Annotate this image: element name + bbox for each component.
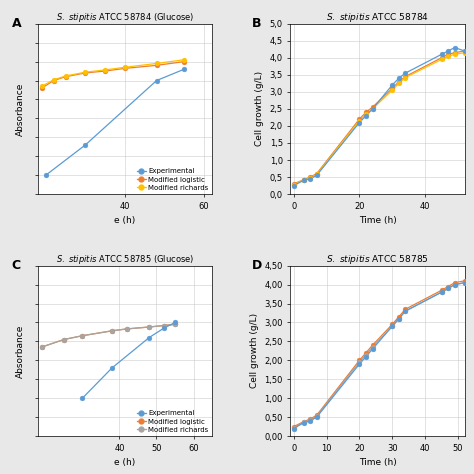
Title: $\it{S.\ stipitis}$ ATCC 58784 (Glucose): $\it{S.\ stipitis}$ ATCC 58784 (Glucose) (56, 10, 194, 24)
Text: A: A (12, 17, 21, 30)
Y-axis label: Cell growth (g/L): Cell growth (g/L) (255, 72, 264, 146)
X-axis label: Time (h): Time (h) (359, 216, 396, 225)
X-axis label: e (h): e (h) (114, 216, 136, 225)
Text: C: C (12, 259, 21, 272)
Y-axis label: Absorbance: Absorbance (16, 324, 25, 378)
Legend: Experimental, Modified logistic, Modified richards: Experimental, Modified logistic, Modifie… (137, 410, 209, 433)
Legend: Experimental, Modified logistic, Modified richards: Experimental, Modified logistic, Modifie… (137, 168, 209, 191)
X-axis label: Time (h): Time (h) (359, 458, 396, 467)
Title: $\it{S.\ stipitis}$ ATCC 58784: $\it{S.\ stipitis}$ ATCC 58784 (326, 10, 429, 24)
Title: $\it{S.\ stipitis}$ ATCC 58785 (Glucose): $\it{S.\ stipitis}$ ATCC 58785 (Glucose) (56, 253, 194, 265)
Text: B: B (252, 17, 262, 30)
X-axis label: e (h): e (h) (114, 458, 136, 467)
Text: D: D (252, 259, 262, 272)
Y-axis label: Cell growth (g/L): Cell growth (g/L) (250, 313, 259, 388)
Y-axis label: Absorbance: Absorbance (16, 82, 25, 136)
Title: $\it{S.\ stipitis}$ ATCC 58785: $\it{S.\ stipitis}$ ATCC 58785 (326, 253, 429, 265)
